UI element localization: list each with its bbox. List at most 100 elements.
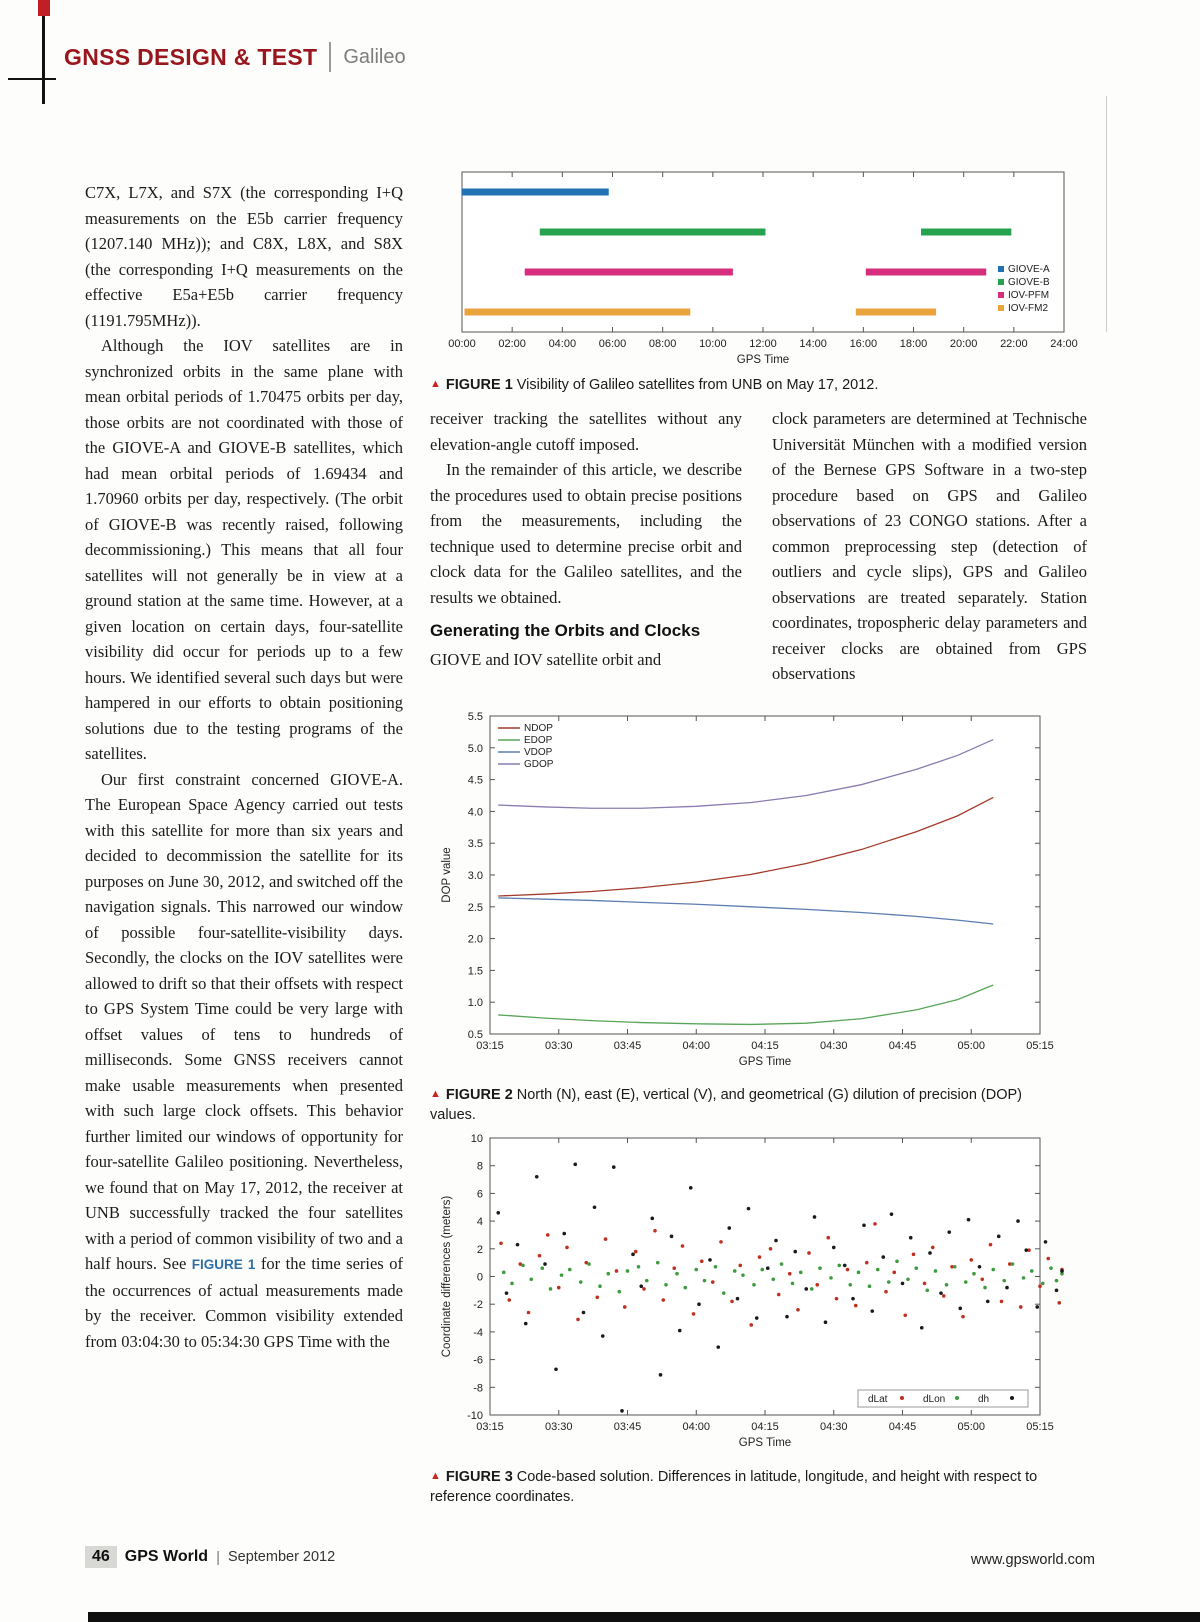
svg-text:DOP value: DOP value: [441, 847, 453, 902]
svg-text:03:15: 03:15: [476, 1421, 504, 1433]
page-number: 46: [85, 1546, 117, 1568]
svg-text:03:30: 03:30: [545, 1040, 573, 1052]
page-edge-line: [1106, 96, 1107, 332]
svg-text:5.0: 5.0: [468, 743, 483, 755]
figure1-label: FIGURE 1: [445, 377, 513, 393]
svg-text:GIOVE-B: GIOVE-B: [1008, 277, 1050, 288]
svg-text:03:45: 03:45: [614, 1421, 642, 1433]
svg-text:10: 10: [471, 1133, 483, 1145]
article-right-column: clock parameters are determined at Techn…: [772, 406, 1087, 687]
svg-text:Coordinate differences (meters: Coordinate differences (meters): [441, 1196, 453, 1358]
article-left-column: C7X, L7X, and S7X (the corresponding I+Q…: [85, 180, 403, 1354]
svg-text:06:00: 06:00: [599, 338, 627, 350]
svg-text:05:15: 05:15: [1026, 1421, 1054, 1433]
page-header: GNSS DESIGN & TEST Galileo: [64, 42, 406, 72]
svg-text:0.5: 0.5: [468, 1029, 483, 1041]
section-title: GNSS DESIGN & TEST: [64, 43, 318, 70]
svg-text:03:30: 03:30: [545, 1421, 573, 1433]
svg-text:-10: -10: [467, 1410, 483, 1422]
svg-text:GPS Time: GPS Time: [739, 1056, 791, 1068]
svg-text:GDOP: GDOP: [524, 759, 554, 770]
header-red-tab: [38, 0, 50, 16]
header-vertical-rule: [42, 16, 45, 104]
svg-text:EDOP: EDOP: [524, 735, 553, 746]
header-divider: [329, 42, 332, 72]
svg-text:05:00: 05:00: [957, 1421, 985, 1433]
svg-text:dLon: dLon: [923, 1394, 945, 1405]
svg-text:10:00: 10:00: [699, 338, 727, 350]
svg-text:04:30: 04:30: [820, 1040, 848, 1052]
figure2-caption: ▲ FIGURE 2 North (N), east (E), vertical (…: [430, 1084, 1070, 1125]
svg-text:16:00: 16:00: [850, 338, 878, 350]
svg-text:04:45: 04:45: [889, 1040, 917, 1052]
svg-text:04:00: 04:00: [682, 1040, 710, 1052]
svg-text:GPS Time: GPS Time: [737, 354, 789, 366]
caption-triangle-icon: ▲: [430, 378, 441, 390]
page-bottom-edge: [88, 1612, 1200, 1622]
svg-text:2.5: 2.5: [468, 902, 483, 914]
svg-text:6: 6: [477, 1188, 483, 1200]
svg-text:3.5: 3.5: [468, 838, 483, 850]
svg-text:IOV-FM2: IOV-FM2: [1008, 303, 1048, 314]
figure3-label: FIGURE 3: [445, 1469, 513, 1485]
svg-text:-2: -2: [473, 1299, 483, 1311]
svg-text:03:15: 03:15: [476, 1040, 504, 1052]
svg-text:00:00: 00:00: [448, 338, 476, 350]
svg-text:14:00: 14:00: [799, 338, 827, 350]
figure3-caption-text: Code-based solution. Differences in lati…: [430, 1469, 1038, 1505]
svg-text:04:00: 04:00: [549, 338, 577, 350]
paragraph: C7X, L7X, and S7X (the corresponding I+Q…: [85, 183, 403, 330]
svg-text:5.5: 5.5: [468, 711, 483, 723]
svg-text:02:00: 02:00: [498, 338, 526, 350]
svg-text:05:15: 05:15: [1026, 1040, 1054, 1052]
figure1-caption-text: Visibility of Galileo satellites from UN…: [516, 377, 879, 393]
figure2-dop-chart: 03:15 03:30 03:45 04:00 04:15 04:30 04:45 05:00…: [430, 706, 1070, 1078]
section-heading: Generating the Orbits and Clocks: [430, 621, 701, 640]
svg-text:NDOP: NDOP: [524, 723, 553, 734]
svg-text:18:00: 18:00: [900, 338, 928, 350]
svg-text:GPS Time: GPS Time: [739, 1437, 791, 1449]
paragraph: Although the IOV satellites are in synch…: [85, 336, 403, 763]
svg-text:03:45: 03:45: [614, 1040, 642, 1052]
svg-text:24:00: 24:00: [1050, 338, 1078, 350]
header-horizontal-rule: [8, 78, 56, 80]
svg-text:3.0: 3.0: [468, 870, 483, 882]
footer-separator: |: [216, 1548, 220, 1566]
svg-text:1.5: 1.5: [468, 965, 483, 977]
paragraph: GIOVE and IOV satellite orbit and: [430, 649, 662, 669]
website-url: www.gpsworld.com: [970, 1552, 1095, 1568]
svg-text:20:00: 20:00: [950, 338, 978, 350]
issue-date: September 2012: [227, 1549, 336, 1565]
svg-text:-8: -8: [473, 1382, 483, 1394]
section-topic: Galileo: [343, 45, 406, 68]
figure2-caption-text: North (N), east (E), vertical (V), and g…: [430, 1087, 1022, 1123]
svg-text:4.5: 4.5: [468, 775, 483, 787]
svg-text:04:45: 04:45: [889, 1421, 917, 1433]
magazine-name: GPS World: [124, 1548, 209, 1565]
figure3-scatter-chart: 03:15 03:30 03:45 04:00 04:15 04:30 04:45 05:00…: [430, 1128, 1070, 1460]
svg-text:22:00: 22:00: [1000, 338, 1028, 350]
svg-text:IOV-PFM: IOV-PFM: [1008, 290, 1049, 301]
svg-text:04:15: 04:15: [751, 1040, 779, 1052]
figure3-caption: ▲ FIGURE 3 Code-based solution. Difference…: [430, 1466, 1080, 1507]
paragraph-text: Our first constraint concerned GIOVE-A. …: [85, 769, 403, 1274]
svg-text:GIOVE-A: GIOVE-A: [1008, 264, 1050, 275]
paragraph: receiver tracking the satellites without…: [430, 409, 742, 454]
svg-text:-6: -6: [473, 1355, 483, 1367]
svg-text:0: 0: [477, 1272, 483, 1284]
paragraph-text: for the time series of the occurrences o…: [85, 1254, 403, 1351]
caption-triangle-icon: ▲: [430, 1088, 441, 1100]
caption-triangle-icon: ▲: [430, 1470, 441, 1482]
svg-text:2.0: 2.0: [468, 934, 483, 946]
paragraph: Our first constraint concerned GIOVE-A. …: [85, 767, 403, 1355]
svg-text:2: 2: [477, 1244, 483, 1256]
figure2-label: FIGURE 2: [445, 1087, 513, 1103]
paragraph: clock parameters are determined at Techn…: [772, 409, 1087, 683]
svg-text:4: 4: [477, 1216, 483, 1228]
figure1-caption: ▲ FIGURE 1 Visibility of Galileo satellite…: [430, 374, 1088, 395]
figure1-reference: FIGURE 1: [191, 1257, 256, 1272]
svg-text:dLat: dLat: [868, 1394, 888, 1405]
footer-left: 46 GPS World | September 2012: [85, 1546, 335, 1568]
svg-text:04:00: 04:00: [682, 1421, 710, 1433]
svg-text:dh: dh: [978, 1394, 989, 1405]
